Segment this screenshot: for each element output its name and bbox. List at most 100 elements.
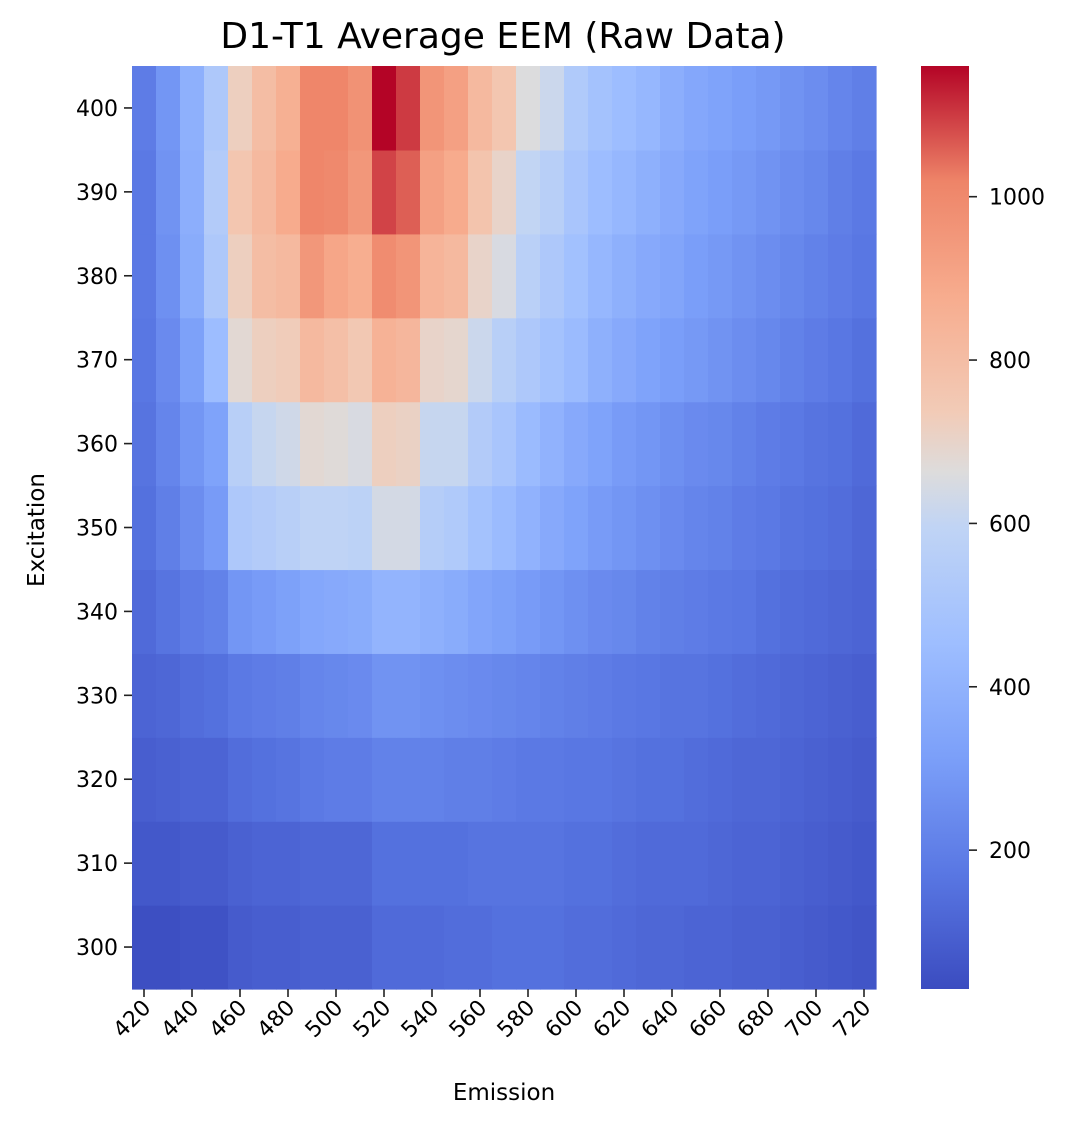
heatmap-cell [708, 66, 733, 151]
heatmap-cell [828, 66, 853, 151]
heatmap-cell [660, 401, 685, 487]
heatmap-cell [204, 653, 229, 738]
x-tick-label: 720 [829, 996, 876, 1043]
heatmap-cell [828, 905, 853, 990]
colorbar [921, 66, 969, 989]
heatmap-cell [564, 569, 589, 654]
heatmap-cell [756, 149, 781, 235]
y-tick-label: 350 [76, 517, 118, 542]
heatmap-cell [540, 149, 565, 235]
heatmap-cell [492, 905, 517, 990]
heatmap-cell [252, 317, 277, 403]
heatmap-cell [828, 653, 853, 738]
heatmap-cell [636, 149, 661, 235]
heatmap-cell [468, 401, 493, 487]
x-axis-label: Emission [453, 1080, 555, 1106]
heatmap-cell [684, 233, 709, 319]
heatmap-cell [348, 653, 373, 738]
heatmap-cell [636, 821, 661, 906]
heatmap-cell [636, 401, 661, 487]
heatmap-cell [372, 737, 397, 822]
heatmap-cell [180, 149, 205, 235]
heatmap-cell [324, 317, 349, 403]
heatmap-cell [180, 317, 205, 403]
heatmap-cell [852, 401, 877, 487]
heatmap-cell [228, 401, 253, 487]
heatmap-cell [324, 905, 349, 990]
heatmap-cell [804, 485, 829, 571]
heatmap-cell [156, 485, 181, 571]
heatmap-cell [804, 737, 829, 822]
heatmap-cell [516, 485, 541, 571]
heatmap-cell [852, 149, 877, 235]
heatmap-cell [708, 149, 733, 235]
heatmap-cell [444, 149, 469, 235]
heatmap-cells [132, 66, 877, 990]
x-tick-label: 580 [493, 996, 540, 1043]
heatmap-cell [516, 821, 541, 906]
heatmap-cell [300, 401, 325, 487]
heatmap-cell [564, 821, 589, 906]
heatmap-cell [156, 821, 181, 906]
heatmap-cell [780, 149, 805, 235]
heatmap-cell [828, 149, 853, 235]
heatmap-cell [468, 737, 493, 822]
heatmap-cell [588, 653, 613, 738]
heatmap-cell [348, 66, 373, 151]
heatmap-cell [564, 149, 589, 235]
y-tick-label: 310 [76, 852, 118, 877]
heatmap-cell [636, 737, 661, 822]
heatmap-cell [252, 485, 277, 571]
heatmap-cell [228, 233, 253, 319]
heatmap-cell [276, 737, 301, 822]
heatmap-cell [684, 149, 709, 235]
heatmap-cell [252, 569, 277, 654]
colorbar-tick-label: 400 [989, 676, 1031, 701]
heatmap-cell [540, 66, 565, 151]
heatmap-cell [228, 149, 253, 235]
heatmap-cell [276, 653, 301, 738]
heatmap-cell [516, 317, 541, 403]
heatmap-cell [420, 737, 445, 822]
x-tick-label: 440 [157, 996, 204, 1043]
heatmap-cell [156, 737, 181, 822]
heatmap-cell [660, 149, 685, 235]
y-axis-label: Excitation [24, 473, 50, 587]
heatmap-cell [756, 401, 781, 487]
heatmap-cell [612, 317, 637, 403]
heatmap-cell [420, 485, 445, 571]
y-tick-label: 370 [76, 349, 118, 374]
heatmap-cell [660, 233, 685, 319]
heatmap-cell [636, 569, 661, 654]
heatmap-cell [636, 66, 661, 151]
heatmap-cell [180, 737, 205, 822]
heatmap-cell [708, 905, 733, 990]
heatmap-cell [156, 905, 181, 990]
heatmap-cell [828, 401, 853, 487]
heatmap-cell [564, 737, 589, 822]
heatmap-cell [540, 569, 565, 654]
heatmap-cell [444, 66, 469, 151]
heatmap-cell [804, 401, 829, 487]
colorbar-tick-label: 200 [989, 839, 1031, 864]
x-tick-label: 480 [253, 996, 300, 1043]
heatmap-cell [444, 485, 469, 571]
heatmap-cell [444, 233, 469, 319]
heatmap-cell [852, 653, 877, 738]
heatmap-cell [204, 905, 229, 990]
heatmap-cell [252, 401, 277, 487]
heatmap-cell [708, 485, 733, 571]
x-axis: 420 440 460 480 500 520 540 560 580 600 620 640 660 6… [109, 989, 876, 1043]
heatmap-cell [180, 401, 205, 487]
heatmap-cell [660, 737, 685, 822]
heatmap-cell [300, 569, 325, 654]
heatmap-cell [420, 401, 445, 487]
heatmap-cell [228, 66, 253, 151]
heatmap-cell [684, 401, 709, 487]
heatmap-cell [828, 569, 853, 654]
heatmap-cell [492, 485, 517, 571]
heatmap-cell [732, 317, 757, 403]
heatmap-cell [732, 569, 757, 654]
heatmap-cell [324, 737, 349, 822]
x-tick-label: 560 [445, 996, 492, 1043]
